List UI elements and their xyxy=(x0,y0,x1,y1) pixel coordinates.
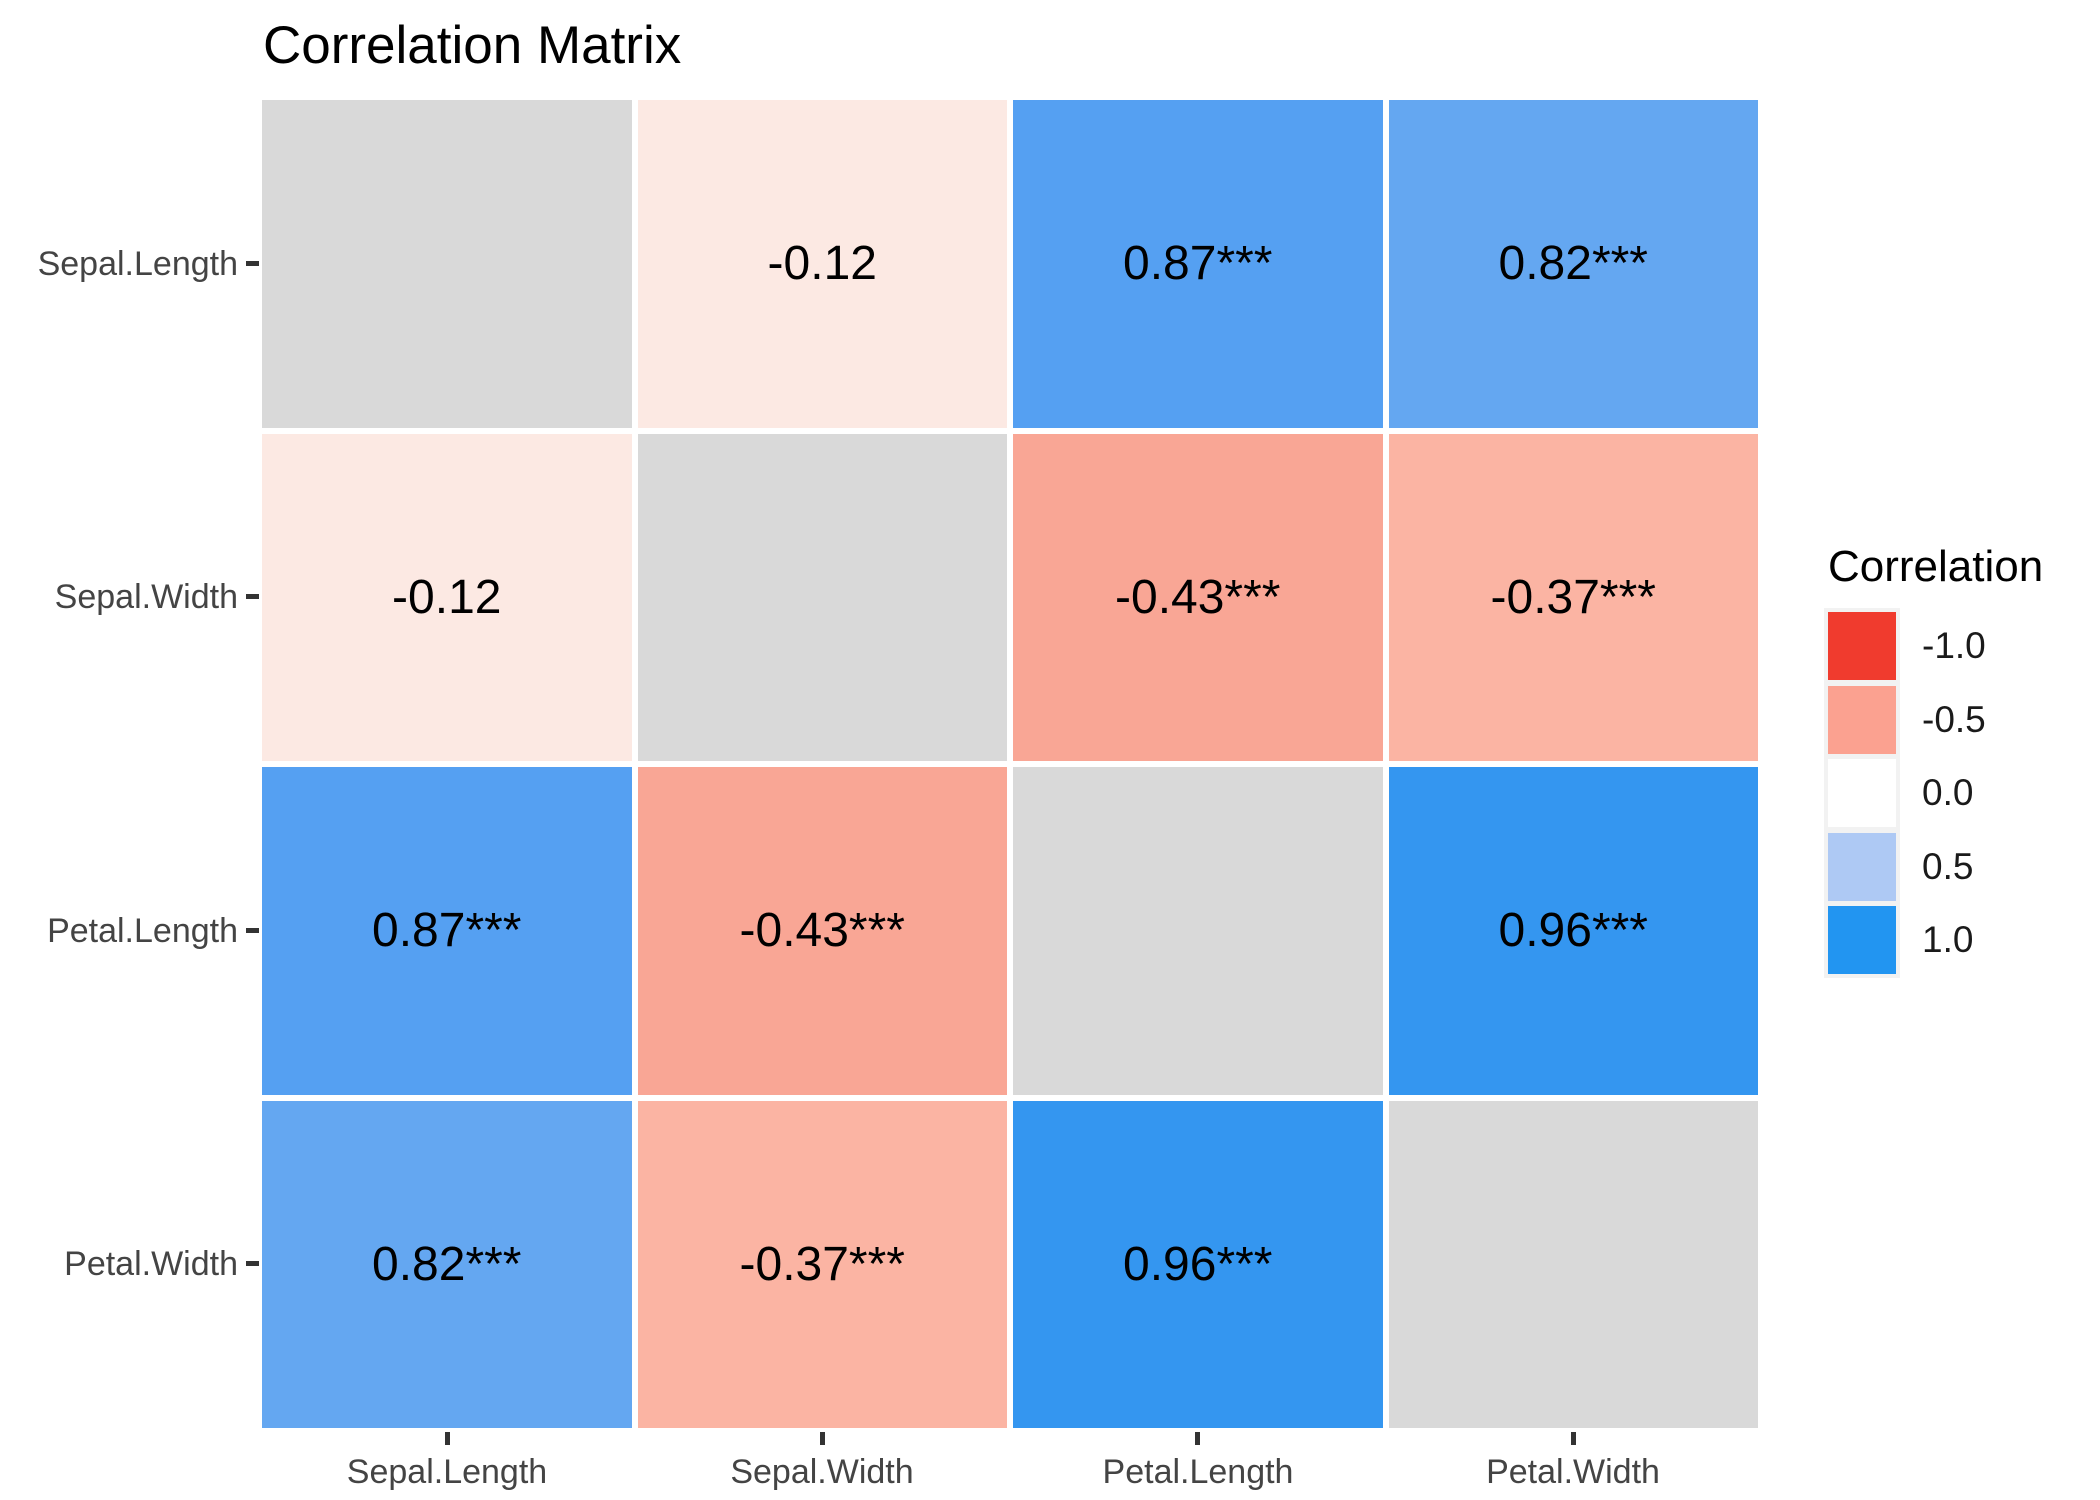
y-axis-tick xyxy=(246,928,259,933)
y-axis-tick xyxy=(246,1261,259,1266)
legend-entry: 0.0 xyxy=(1828,759,1973,827)
matrix-cell: 0.87*** xyxy=(262,767,632,1095)
matrix-cell xyxy=(262,100,632,428)
legend-swatch xyxy=(1828,759,1896,827)
y-axis-label: Petal.Width xyxy=(64,1245,238,1283)
legend-swatch xyxy=(1828,686,1896,754)
y-axis-tick xyxy=(246,261,259,266)
legend-title: Correlation xyxy=(1828,542,2044,591)
matrix-cell: 0.82*** xyxy=(1388,100,1758,428)
x-axis-label: Petal.Length xyxy=(1102,1453,1294,1491)
legend-label: 0.5 xyxy=(1922,846,1974,887)
matrix-cell xyxy=(637,433,1007,761)
x-axis-tick xyxy=(1571,1432,1576,1445)
matrix-cell: 0.87*** xyxy=(1013,100,1383,428)
legend-label: 1.0 xyxy=(1922,919,1974,960)
matrix-cell: -0.43*** xyxy=(637,767,1007,1095)
legend-swatch xyxy=(1828,612,1896,680)
legend-label: -0.5 xyxy=(1922,699,1986,740)
heatmap-panel: -0.12 0.87*** 0.82*** -0.12 -0.43*** -0.… xyxy=(262,100,1758,1428)
x-axis-label: Sepal.Length xyxy=(346,1453,548,1491)
legend-entry: -1.0 xyxy=(1828,612,1986,680)
matrix-cell xyxy=(1013,767,1383,1095)
legend-entry: 0.5 xyxy=(1828,833,1973,901)
chart-title: Correlation Matrix xyxy=(263,16,682,75)
matrix-cell: -0.37*** xyxy=(1388,433,1758,761)
x-axis-label: Sepal.Width xyxy=(730,1453,914,1491)
matrix-cell: 0.96*** xyxy=(1013,1100,1383,1428)
x-axis-tick xyxy=(1195,1432,1200,1445)
legend-label: 0.0 xyxy=(1922,772,1974,813)
matrix-cell: -0.12 xyxy=(637,100,1007,428)
y-axis-tick xyxy=(246,594,259,599)
x-axis-tick xyxy=(445,1432,450,1445)
y-axis-label: Petal.Length xyxy=(47,912,238,950)
matrix-cell: 0.82*** xyxy=(262,1100,632,1428)
legend-entry: 1.0 xyxy=(1828,906,1973,974)
legend-swatch xyxy=(1828,906,1896,974)
legend-swatch xyxy=(1828,833,1896,901)
matrix-cell: -0.37*** xyxy=(637,1100,1007,1428)
legend-entry: -0.5 xyxy=(1828,686,1986,754)
x-axis-label: Petal.Width xyxy=(1486,1453,1660,1491)
matrix-cell xyxy=(1388,1100,1758,1428)
y-axis-label: Sepal.Width xyxy=(54,578,238,616)
matrix-cell: -0.12 xyxy=(262,433,632,761)
y-axis-label: Sepal.Length xyxy=(37,245,238,283)
matrix-cell: 0.96*** xyxy=(1388,767,1758,1095)
x-axis-tick xyxy=(820,1432,825,1445)
legend-label: -1.0 xyxy=(1922,625,1986,666)
matrix-cell: -0.43*** xyxy=(1013,433,1383,761)
